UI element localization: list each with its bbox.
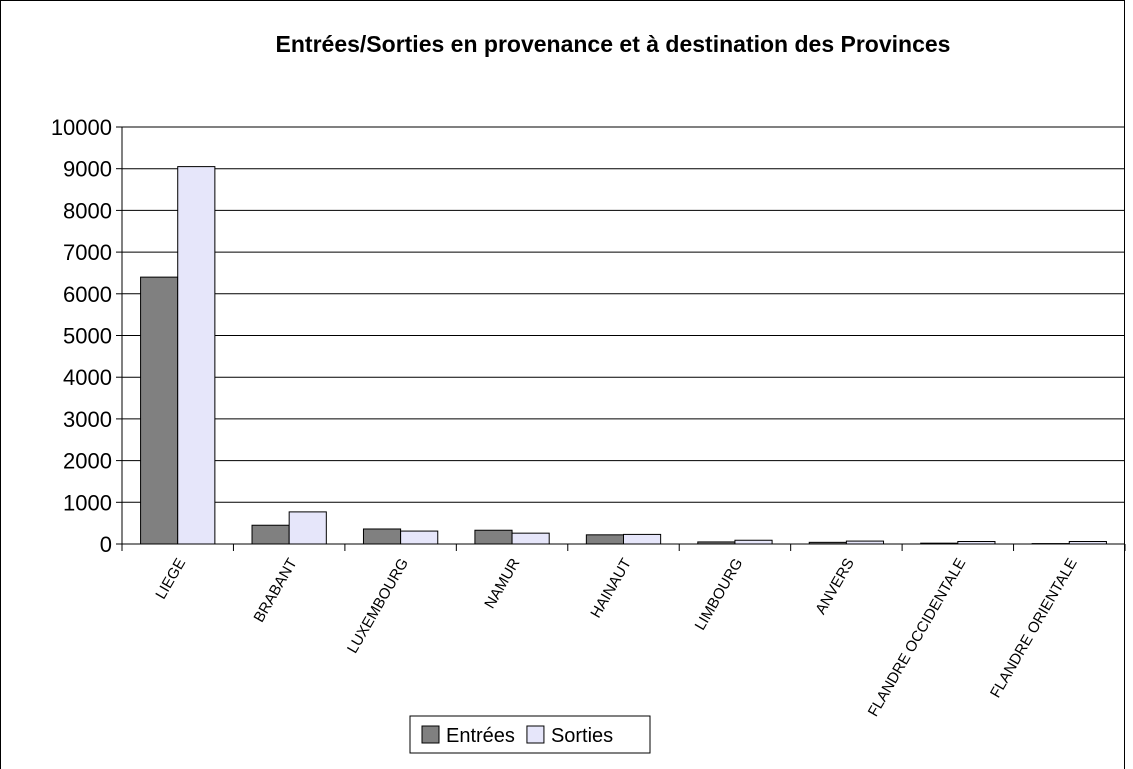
bar xyxy=(362,528,402,545)
x-tick-label: LIEGE xyxy=(152,556,189,603)
y-tick-label: 9000 xyxy=(63,157,112,182)
x-tick-label: FLANDRE OCCIDENTALE xyxy=(865,555,970,719)
x-tick-label: FLANDRE ORIENTALE xyxy=(987,556,1081,701)
bar xyxy=(288,511,327,545)
bar xyxy=(177,166,216,545)
bar xyxy=(140,276,179,545)
bar xyxy=(400,530,439,545)
legend-label: Entrées xyxy=(446,725,515,747)
x-tick-label: LUXEMBOURG xyxy=(344,556,412,657)
y-tick-label: 10000 xyxy=(51,115,112,140)
bar xyxy=(251,524,290,545)
y-tick-label: 5000 xyxy=(63,324,112,349)
y-tick-label: 1000 xyxy=(63,490,112,515)
x-tick-label: HAINAUT xyxy=(587,556,635,622)
y-tick-label: 8000 xyxy=(63,198,112,223)
y-tick-label: 3000 xyxy=(63,407,112,432)
x-tick-label: ANVERS xyxy=(812,556,858,618)
y-tick-label: 4000 xyxy=(63,365,112,390)
legend-swatch xyxy=(421,725,440,744)
y-tick-label: 7000 xyxy=(63,240,112,265)
chart-title: Entrées/Sorties en provenance et à desti… xyxy=(275,31,951,57)
y-tick-label: 0 xyxy=(100,532,112,557)
legend-label: Sorties xyxy=(551,725,613,747)
x-tick-label: NAMUR xyxy=(481,555,523,611)
x-tick-label: BRABANT xyxy=(250,556,300,626)
y-tick-label: 2000 xyxy=(63,449,112,474)
bar xyxy=(474,529,513,545)
y-tick-label: 6000 xyxy=(63,282,112,307)
bar xyxy=(734,539,773,545)
x-tick-label: LIMBOURG xyxy=(692,556,747,634)
legend-swatch xyxy=(526,725,545,744)
bar xyxy=(585,534,625,545)
bar xyxy=(623,533,662,545)
bar xyxy=(511,532,550,545)
